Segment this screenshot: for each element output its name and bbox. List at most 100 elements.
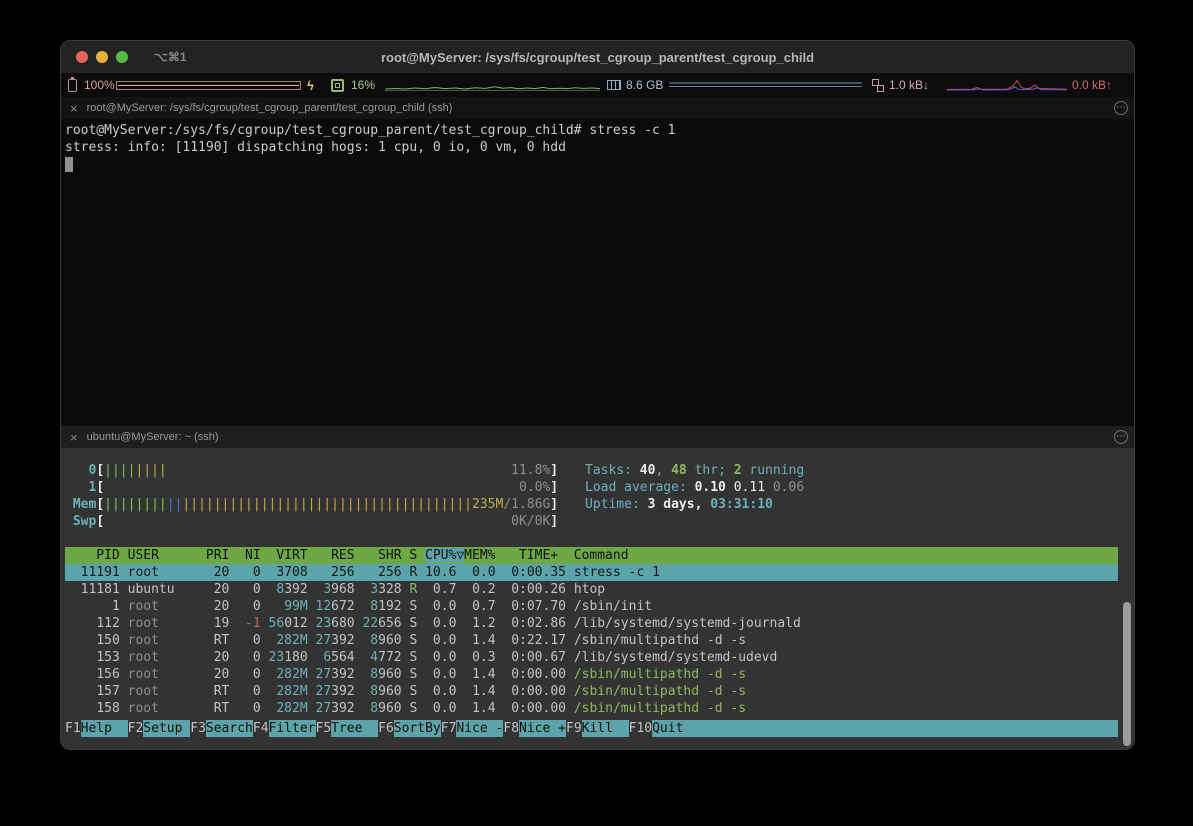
fkey-action-nice-[interactable]: Nice + bbox=[519, 720, 566, 737]
process-row[interactable]: 112 root 19 -1 56012 23680 22656 S 0.0 1… bbox=[65, 615, 1118, 632]
fkey-action-tree[interactable]: Tree bbox=[331, 720, 379, 737]
fkey-f6[interactable]: F6 bbox=[378, 721, 394, 736]
text-run bbox=[206, 633, 214, 648]
process-row[interactable]: 156 root 20 0 282M 27392 8960 S 0.0 1.4 … bbox=[65, 666, 1118, 683]
text-cursor[interactable] bbox=[65, 157, 73, 172]
process-row[interactable]: 1 root 20 0 99M 12672 8192 S 0.0 0.7 0:0… bbox=[65, 598, 1118, 615]
titlebar[interactable]: ⌥⌘1 root@MyServer: /sys/fs/cgroup/test_c… bbox=[61, 41, 1134, 73]
text-run: 27 bbox=[315, 633, 332, 648]
zoom-window-button[interactable] bbox=[116, 51, 128, 63]
fkey-f5[interactable]: F5 bbox=[315, 721, 332, 736]
minimize-window-button[interactable] bbox=[96, 51, 108, 63]
text-run bbox=[417, 684, 425, 699]
text-run bbox=[566, 616, 574, 631]
process-row[interactable]: 158 root RT 0 282M 27392 8960 S 0.0 1.4 … bbox=[65, 700, 1118, 717]
fkey-f3[interactable]: F3 bbox=[190, 721, 206, 736]
summary-line: Uptime: 3 days, 03:31:10 bbox=[585, 496, 804, 513]
fkey-action-help[interactable]: Help bbox=[80, 720, 128, 737]
text-run: 282M bbox=[276, 633, 308, 648]
fkey-action-sortby[interactable]: SortBy bbox=[393, 720, 441, 737]
text-run: 23 bbox=[268, 650, 285, 665]
scrollbar-thumb[interactable] bbox=[1123, 602, 1131, 746]
close-pane-icon[interactable]: × bbox=[70, 100, 78, 116]
text-run bbox=[308, 582, 316, 597]
table-header[interactable]: PID USER PRI NI VIRT RES SHR S CPU%▽MEM%… bbox=[65, 547, 1118, 564]
pane-menu-icon[interactable]: ⋯ bbox=[1114, 430, 1128, 444]
fkey-action-filter[interactable]: Filter bbox=[268, 720, 316, 737]
close-pane-icon[interactable]: × bbox=[70, 429, 78, 445]
text-run: ; bbox=[718, 463, 734, 478]
fkey-action-nice-[interactable]: Nice - bbox=[456, 720, 504, 737]
text-run: 960 bbox=[378, 633, 402, 648]
text-run: /sbin/multipathd -d -s bbox=[573, 684, 747, 699]
text-run: ubuntu bbox=[127, 582, 199, 597]
text-run bbox=[417, 701, 425, 716]
text-run: 3 bbox=[370, 582, 379, 597]
fkey-f1[interactable]: F1 bbox=[65, 721, 81, 736]
fkey-action-quit[interactable]: Quit bbox=[652, 720, 700, 737]
bottom-terminal-pane[interactable]: 0[|||||||| 11.8%] 1[ 0.0%] Mem[|||||||||… bbox=[61, 448, 1134, 749]
text-run: ] bbox=[550, 497, 559, 512]
text-run: 1.4 bbox=[472, 633, 496, 648]
text-run bbox=[120, 667, 128, 682]
text-run: /sbin/init bbox=[573, 599, 653, 614]
terminal-window[interactable]: ⌥⌘1 root@MyServer: /sys/fs/cgroup/test_c… bbox=[60, 40, 1135, 750]
text-run bbox=[261, 633, 269, 648]
top-terminal-pane[interactable]: root@MyServer:/sys/fs/cgroup/test_cgroup… bbox=[61, 119, 1134, 426]
process-row[interactable]: 157 root RT 0 282M 27392 8960 S 0.0 1.4 … bbox=[65, 683, 1118, 700]
process-row[interactable]: 11191 root 20 0 3708 256 256 R 10.6 0.0 … bbox=[65, 564, 1118, 581]
text-run: 256 bbox=[378, 565, 402, 580]
text-run: 20 bbox=[213, 599, 230, 614]
text-run: 1.4 bbox=[472, 667, 496, 682]
fkey-action-setup[interactable]: Setup bbox=[143, 720, 191, 737]
column-headers: PID USER PRI NI VIRT RES SHR S bbox=[65, 548, 426, 563]
text-run: 0.0 bbox=[472, 565, 496, 580]
fkey-f7[interactable]: F7 bbox=[440, 721, 457, 736]
function-key-bar: F1 Help F2 Setup F3 Search F4 Filter F5 Tree F6… bbox=[65, 720, 1118, 737]
fkey-action-kill[interactable]: Kill bbox=[581, 720, 629, 737]
text-run: [ bbox=[96, 497, 105, 512]
network-icon bbox=[872, 73, 884, 97]
fkey-f4[interactable]: F4 bbox=[252, 721, 269, 736]
text-run bbox=[425, 667, 433, 682]
text-run bbox=[566, 667, 574, 682]
text-run: 20 bbox=[213, 667, 230, 682]
text-run bbox=[65, 514, 73, 529]
text-run: 0:00.67 bbox=[511, 650, 566, 665]
memory-icon bbox=[607, 73, 621, 97]
text-run bbox=[417, 667, 425, 682]
text-run: R bbox=[409, 565, 418, 580]
fkey-f8[interactable]: F8 bbox=[503, 721, 520, 736]
text-run: 27 bbox=[315, 684, 332, 699]
process-row[interactable]: 153 root 20 0 23180 6564 4772 S 0.0 0.3 … bbox=[65, 649, 1118, 666]
text-run: 282M bbox=[276, 667, 308, 682]
text-run bbox=[237, 650, 253, 665]
text-run: 11181 bbox=[80, 582, 120, 597]
text-run bbox=[120, 684, 128, 699]
text-run bbox=[417, 650, 425, 665]
close-window-button[interactable] bbox=[76, 51, 88, 63]
fkey-f9[interactable]: F9 bbox=[566, 721, 582, 736]
fkey-f2[interactable]: F2 bbox=[127, 721, 144, 736]
text-run: 0.0 bbox=[432, 633, 457, 648]
text-run: 392 bbox=[331, 684, 355, 699]
text-run bbox=[120, 650, 128, 665]
text-run: 112 bbox=[96, 616, 120, 631]
text-run bbox=[425, 684, 433, 699]
process-row[interactable]: 11181 ubuntu 20 0 8392 3968 3328 R 0.7 0… bbox=[65, 581, 1118, 598]
process-row[interactable]: 150 root RT 0 282M 27392 8960 S 0.0 1.4 … bbox=[65, 632, 1118, 649]
text-run: 3 days, bbox=[647, 497, 711, 512]
fkey-action-search[interactable]: Search bbox=[205, 720, 253, 737]
text-run: thr bbox=[686, 463, 719, 478]
text-run: 156 bbox=[96, 667, 120, 682]
battery-bar bbox=[116, 73, 301, 97]
text-run: 4 bbox=[370, 650, 379, 665]
text-run bbox=[104, 480, 519, 495]
statusbar: 100% ϟ 16% 8.6 GB 1.0 kB↓ 0.0 kB↑ bbox=[61, 73, 1134, 97]
text-run: 1.2 bbox=[472, 616, 496, 631]
fkey-f10[interactable]: F10 bbox=[628, 721, 653, 736]
text-run bbox=[308, 684, 316, 699]
text-run: 256 bbox=[331, 565, 355, 580]
pane-menu-icon[interactable]: ⋯ bbox=[1114, 101, 1128, 115]
htop-header-area: 0[|||||||| 11.8%] 1[ 0.0%] Mem[|||||||||… bbox=[65, 462, 1118, 530]
